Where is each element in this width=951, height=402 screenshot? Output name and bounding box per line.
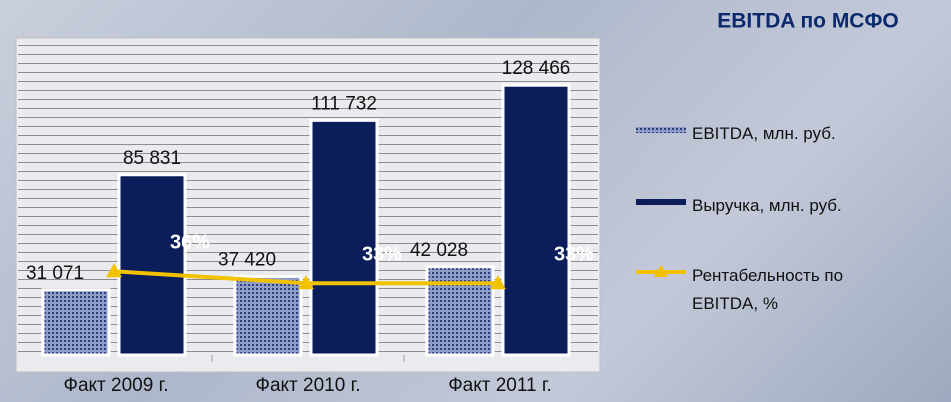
value-label: 33% xyxy=(362,244,402,266)
legend-line xyxy=(636,262,686,282)
value-label: 31 071 xyxy=(26,263,84,284)
legend-symbol xyxy=(636,192,686,212)
legend-item: EBITDA, млн. руб. xyxy=(636,120,936,148)
value-label: 36% xyxy=(170,232,210,254)
legend-label: Выручка, млн. руб. xyxy=(692,192,892,220)
legend-item: Выручка, млн. руб. xyxy=(636,192,936,220)
bar xyxy=(503,85,569,355)
legend-label: Рентабельность по EBITDA, % xyxy=(692,262,892,318)
value-label: 42 028 xyxy=(410,240,468,261)
legend-swatch xyxy=(636,120,686,140)
legend-swatch xyxy=(636,192,686,212)
legend-label: EBITDA, млн. руб. xyxy=(692,120,892,148)
bar xyxy=(119,175,185,355)
page: EBITDA по МСФО Факт 2009 г. Факт 2010 г. Ф… xyxy=(0,0,951,402)
bar xyxy=(43,290,109,355)
legend-symbol xyxy=(636,262,686,282)
value-label: 37 420 xyxy=(218,249,276,270)
chart-title: EBITDA по МСФО xyxy=(717,10,898,33)
value-label: 33% xyxy=(554,244,594,266)
value-label: 128 466 xyxy=(502,58,571,79)
x-tick-label: Факт 2010 г. xyxy=(256,375,361,396)
x-tick-label: Факт 2011 г. xyxy=(448,375,552,396)
bar xyxy=(235,276,301,355)
x-tick-label: Факт 2009 г. xyxy=(64,375,169,396)
bar xyxy=(427,267,493,355)
legend-symbol xyxy=(636,120,686,140)
value-label: 111 732 xyxy=(311,93,377,114)
legend-item: Рентабельность по EBITDA, % xyxy=(636,262,936,318)
value-label: 85 831 xyxy=(123,148,181,169)
bar xyxy=(311,120,377,355)
